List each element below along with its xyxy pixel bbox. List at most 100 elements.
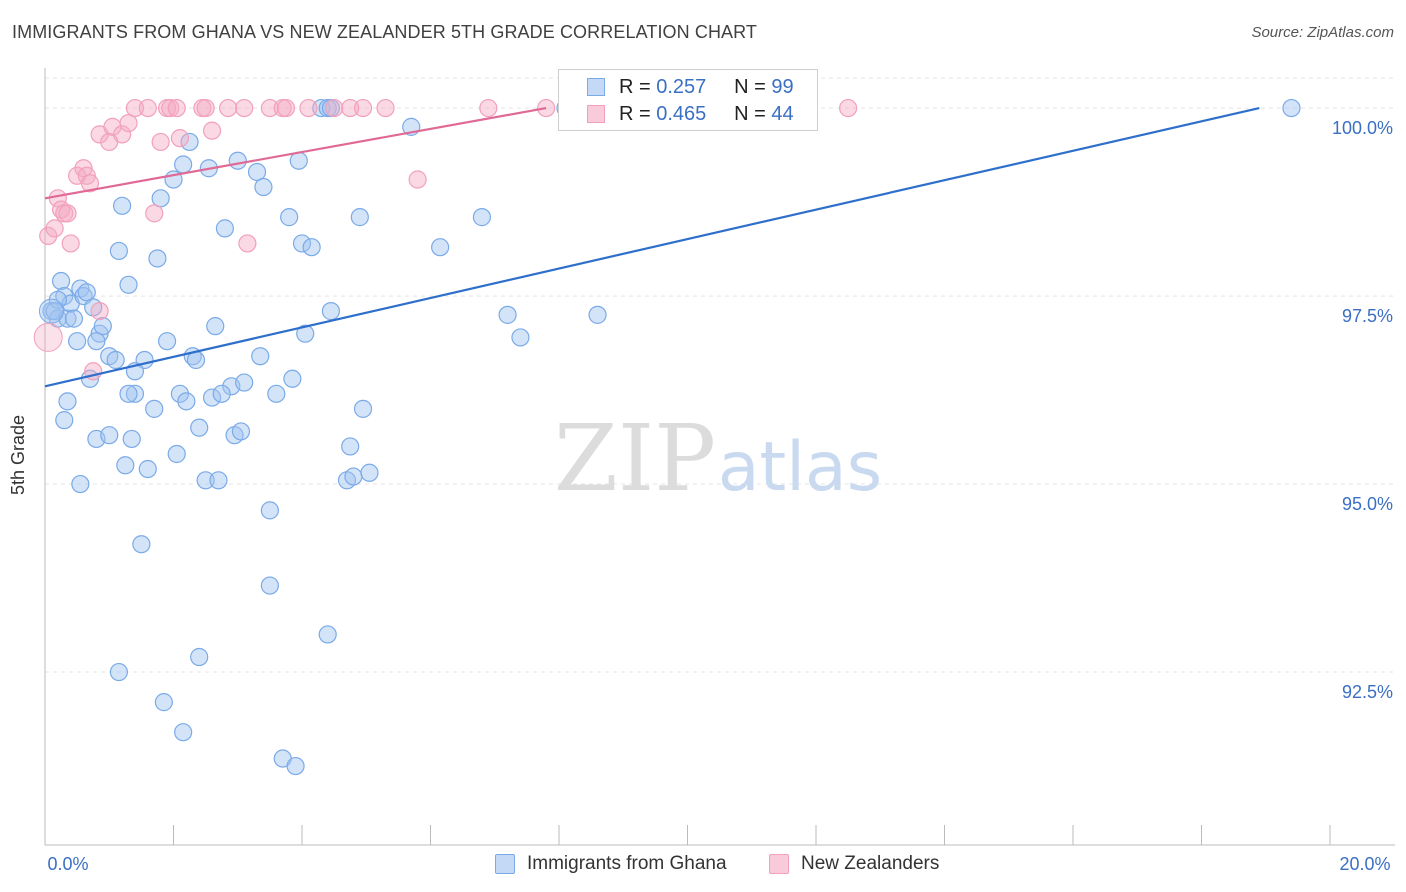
- point-ghana: [344, 467, 363, 486]
- point-ghana: [77, 283, 96, 302]
- chart-title: IMMIGRANTS FROM GHANA VS NEW ZEALANDER 5…: [12, 22, 758, 42]
- point-ghana: [190, 647, 209, 667]
- point-ghana: [55, 411, 74, 430]
- legend-n-value-new-zealanders: 44: [771, 103, 794, 125]
- stats-legend: R = 0.257 N = 99 R = 0.465 N = 44: [558, 69, 818, 131]
- point-new-zealander: [260, 98, 279, 118]
- point-new-zealander: [170, 129, 190, 148]
- point-ghana: [119, 275, 138, 294]
- point-ghana: [251, 347, 270, 366]
- point-ghana: [286, 756, 305, 776]
- point-ghana: [215, 219, 234, 238]
- bottom-legend-label-new-zealanders: New Zealanders: [801, 853, 940, 874]
- watermark-atlas: atlas: [718, 428, 882, 507]
- point-new-zealander: [58, 204, 77, 223]
- point-ghana: [112, 196, 132, 215]
- point-new-zealander: [161, 98, 180, 118]
- point-ghana: [109, 662, 128, 682]
- point-ghana: [157, 332, 177, 351]
- point-ghana: [190, 418, 209, 437]
- watermark: ZIP atlas: [554, 405, 882, 512]
- point-ghana: [280, 208, 299, 227]
- point-new-zealander: [80, 174, 100, 193]
- legend-r-label: R =: [619, 76, 651, 98]
- point-new-zealander: [125, 98, 145, 118]
- point-ghana: [100, 426, 119, 445]
- point-ghana: [588, 305, 607, 324]
- point-ghana: [93, 317, 112, 336]
- point-ghana: [312, 98, 331, 118]
- point-ghana: [341, 437, 360, 456]
- point-new-zealander: [479, 98, 498, 118]
- y-tick-label: 97.5%: [1342, 306, 1393, 326]
- point-new-zealander: [61, 234, 80, 253]
- legend-r-label: R =: [619, 103, 651, 125]
- y-tick-label: 92.5%: [1342, 682, 1393, 702]
- point-ghana: [170, 384, 190, 403]
- point-ghana: [235, 373, 254, 392]
- point-ghana: [116, 456, 135, 475]
- point-ghana: [292, 234, 312, 253]
- point-ghana: [472, 208, 491, 227]
- point-ghana: [38, 298, 64, 324]
- point-ghana: [71, 474, 90, 494]
- point-ghana: [228, 151, 247, 170]
- point-new-zealander: [145, 204, 164, 223]
- point-new-zealander: [238, 234, 257, 253]
- point-ghana: [318, 625, 337, 644]
- point-ghana: [196, 471, 215, 490]
- point-ghana: [283, 369, 302, 388]
- point-ghana: [109, 241, 128, 261]
- point-new-zealander: [202, 121, 222, 140]
- point-ghana: [167, 444, 186, 464]
- point-ghana: [247, 162, 267, 182]
- x-tick-label-max: 20.0%: [1339, 854, 1390, 874]
- point-ghana: [174, 155, 193, 174]
- point-ghana: [431, 238, 450, 257]
- point-new-zealander: [167, 98, 186, 118]
- series-immigrants-from-ghana: [38, 98, 1301, 776]
- legend-n-label: N =: [734, 76, 766, 98]
- trend-lines: [44, 106, 1260, 388]
- legend-n-value-ghana: 99: [771, 76, 794, 98]
- point-ghana: [151, 189, 170, 208]
- point-new-zealander: [45, 219, 64, 238]
- point-ghana: [148, 249, 167, 268]
- y-axis-label: 5th Grade: [8, 414, 28, 496]
- point-ghana: [122, 429, 141, 449]
- series-new-zealanders: [33, 98, 858, 381]
- point-ghana: [51, 271, 71, 291]
- legend-swatch-ghana: [587, 78, 605, 96]
- trend-line-new-zealanders: [44, 106, 547, 200]
- point-ghana: [209, 471, 228, 490]
- point-ghana: [174, 723, 193, 742]
- point-new-zealander: [112, 125, 132, 144]
- point-ghana: [202, 388, 222, 407]
- y-tick-label: 95.0%: [1342, 494, 1393, 514]
- point-ghana: [350, 208, 369, 227]
- point-new-zealander: [39, 226, 58, 246]
- point-new-zealander: [151, 132, 170, 152]
- point-ghana: [231, 422, 251, 441]
- point-ghana: [48, 290, 67, 309]
- point-ghana: [180, 132, 199, 152]
- point-ghana: [498, 305, 517, 324]
- y-tick-label: 100.0%: [1332, 118, 1393, 138]
- point-ghana: [125, 384, 145, 403]
- point-new-zealander: [353, 98, 373, 118]
- point-ghana: [119, 384, 138, 403]
- bottom-legend-label-ghana: Immigrants from Ghana: [527, 853, 727, 874]
- watermark-zip: ZIP: [554, 405, 716, 512]
- point-new-zealander: [138, 98, 157, 118]
- legend-n-label: N =: [734, 103, 766, 125]
- point-ghana: [132, 535, 151, 554]
- point-new-zealander: [219, 98, 238, 118]
- point-ghana: [177, 392, 196, 411]
- bottom-legend-swatch-new-zealanders: [769, 854, 789, 874]
- point-ghana: [302, 238, 321, 257]
- tick-labels: 92.5% 95.0% 97.5% 100.0% 0.0% 20.0%: [47, 118, 1393, 874]
- trend-line-ghana: [44, 107, 1260, 388]
- source-label: Source: ZipAtlas.com: [1251, 24, 1394, 41]
- point-ghana: [145, 399, 164, 418]
